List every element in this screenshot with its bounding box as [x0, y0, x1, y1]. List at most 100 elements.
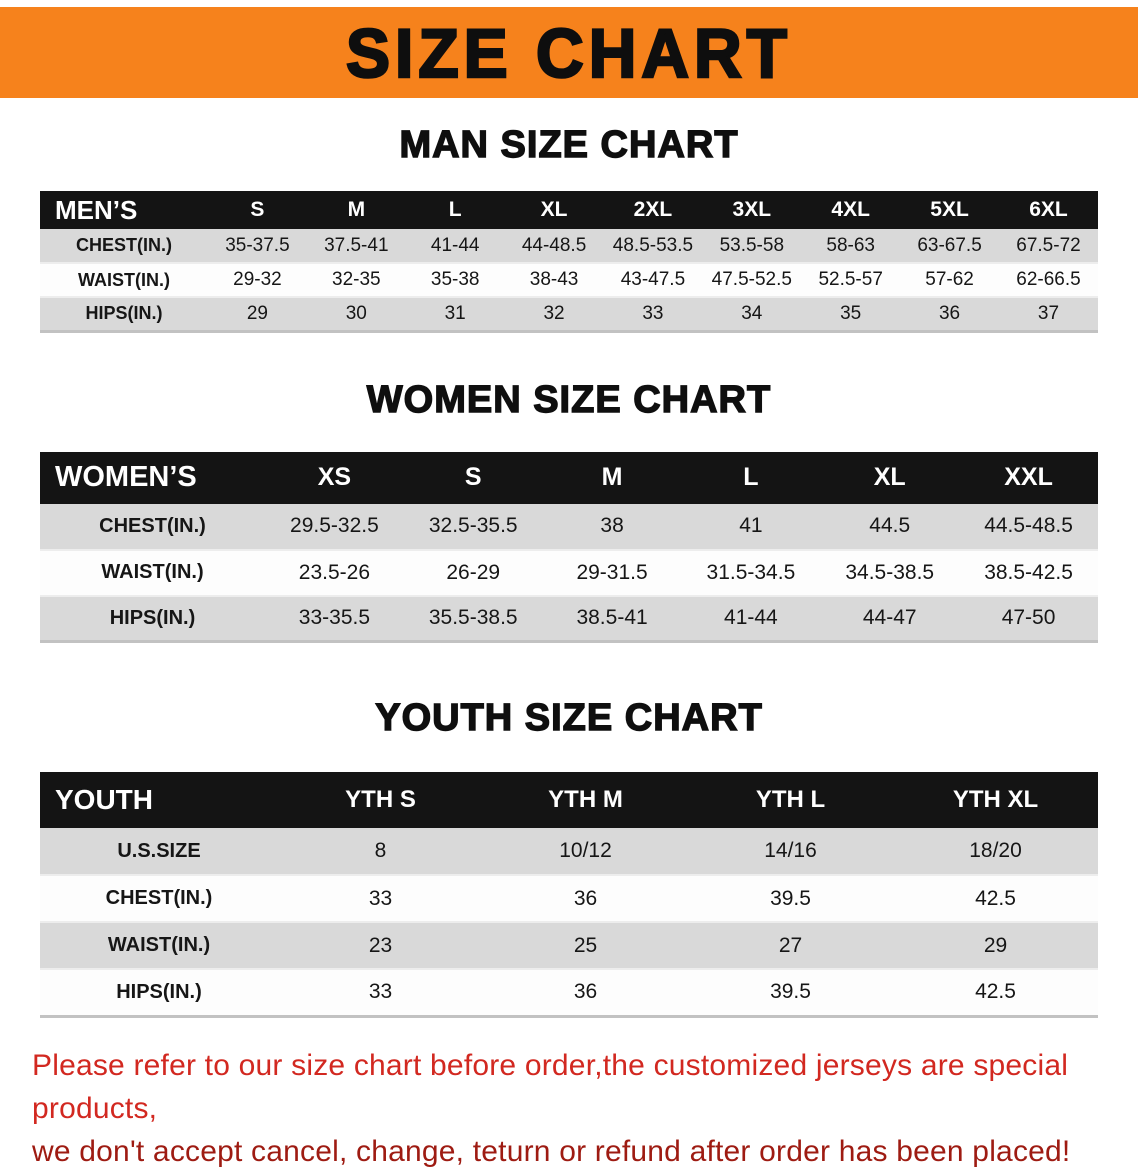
youth-section-heading: YOUTH SIZE CHART: [375, 696, 763, 739]
size-value-cell: 35.5-38.5: [403, 595, 543, 642]
size-value-cell: 38-43: [504, 263, 604, 297]
size-value-cell: 44-48.5: [504, 229, 604, 263]
size-column-header: 3XL: [702, 191, 802, 229]
youth-size-table: YOUTH YTH S YTH M YTH L YTH XL U.S.SIZE 8 10/12…: [40, 772, 1098, 1018]
table-row: WAIST(IN.) 23 25 27 29: [40, 922, 1098, 969]
row-label: HIPS(IN.): [40, 297, 208, 331]
size-column-header: 4XL: [801, 191, 901, 229]
size-value-cell: 39.5: [688, 875, 893, 922]
size-value-cell: 38: [542, 503, 682, 550]
row-label: CHEST(IN.): [40, 503, 265, 550]
size-value-cell: 26-29: [403, 549, 543, 596]
size-value-cell: 23: [278, 922, 483, 969]
size-value-cell: 38.5-42.5: [959, 549, 1098, 596]
man-size-chart-section: MAN SIZE CHART MEN’S S M L XL 2XL 3XL 4XL 5XL 6XL…: [0, 123, 1138, 333]
size-value-cell: 30: [306, 297, 406, 331]
row-label: U.S.SIZE: [40, 828, 278, 875]
size-column-header: L: [681, 451, 821, 504]
size-value-cell: 33: [278, 875, 483, 922]
size-value-cell: 10/12: [483, 828, 688, 875]
size-value-cell: 29: [208, 297, 307, 331]
size-value-cell: 34: [702, 297, 802, 331]
size-value-cell: 18/20: [893, 828, 1098, 875]
table-corner-label: YOUTH: [40, 772, 278, 828]
size-value-cell: 38.5-41: [542, 595, 682, 642]
size-column-header: 2XL: [603, 191, 703, 229]
disclaimer-line-2: we don't accept cancel, change, teturn o…: [32, 1134, 1071, 1168]
row-label: CHEST(IN.): [40, 229, 208, 263]
row-label: WAIST(IN.): [40, 549, 265, 596]
size-chart-banner: SIZE CHART: [0, 7, 1138, 98]
size-value-cell: 35: [801, 297, 901, 331]
size-column-header: M: [542, 451, 682, 504]
size-value-cell: 14/16: [688, 828, 893, 875]
size-value-cell: 53.5-58: [702, 229, 802, 263]
size-value-cell: 33: [603, 297, 703, 331]
size-column-header: L: [405, 191, 505, 229]
size-value-cell: 67.5-72: [999, 229, 1098, 263]
mens-size-table-container: MEN’S S M L XL 2XL 3XL 4XL 5XL 6XL CHEST(IN.) 35-37…: [0, 191, 1138, 333]
size-value-cell: 41-44: [405, 229, 505, 263]
size-value-cell: 34.5-38.5: [820, 549, 960, 596]
table-row: CHEST(IN.) 29.5-32.5 32.5-35.5 38 41 44.5 44.5…: [40, 503, 1098, 550]
banner-title: SIZE CHART: [345, 13, 792, 93]
size-column-header: 5XL: [900, 191, 999, 229]
size-value-cell: 36: [900, 297, 999, 331]
size-column-header: YTH XL: [893, 772, 1098, 828]
size-value-cell: 29-31.5: [542, 549, 682, 596]
size-value-cell: 29.5-32.5: [265, 503, 404, 550]
size-value-cell: 35-37.5: [208, 229, 307, 263]
size-value-cell: 44.5: [820, 503, 960, 550]
table-row: HIPS(IN.) 29 30 31 32 33 34 35 36 37: [40, 297, 1098, 331]
size-value-cell: 33-35.5: [265, 595, 404, 642]
table-row: HIPS(IN.) 33-35.5 35.5-38.5 38.5-41 41-44 44-…: [40, 595, 1098, 642]
size-column-header: YTH M: [483, 772, 688, 828]
row-label: CHEST(IN.): [40, 875, 278, 922]
size-value-cell: 43-47.5: [603, 263, 703, 297]
size-column-header: XS: [265, 451, 404, 504]
table-header-row: WOMEN’S XS S M L XL XXL: [40, 451, 1098, 504]
youth-size-table-container: YOUTH YTH S YTH M YTH L YTH XL U.S.SIZE 8 10/12…: [0, 772, 1138, 1018]
size-value-cell: 36: [483, 875, 688, 922]
table-row: CHEST(IN.) 35-37.5 37.5-41 41-44 44-48.5 48.5…: [40, 229, 1098, 263]
size-value-cell: 8: [278, 828, 483, 875]
size-value-cell: 37: [999, 297, 1098, 331]
womens-size-table-container: WOMEN’S XS S M L XL XXL CHEST(IN.) 29.5-32.5 32.5…: [0, 451, 1138, 644]
size-value-cell: 42.5: [893, 969, 1098, 1016]
table-row: CHEST(IN.) 33 36 39.5 42.5: [40, 875, 1098, 922]
man-section-heading: MAN SIZE CHART: [399, 123, 739, 166]
size-value-cell: 44.5-48.5: [959, 503, 1098, 550]
size-value-cell: 47-50: [959, 595, 1098, 642]
size-value-cell: 41: [681, 503, 821, 550]
table-corner-label: MEN’S: [40, 191, 208, 229]
table-corner-label: WOMEN’S: [40, 451, 265, 504]
size-value-cell: 44-47: [820, 595, 960, 642]
size-column-header: M: [306, 191, 406, 229]
size-value-cell: 57-62: [900, 263, 999, 297]
women-section-heading: WOMEN SIZE CHART: [366, 378, 772, 421]
size-value-cell: 33: [278, 969, 483, 1016]
size-value-cell: 32-35: [306, 263, 406, 297]
size-value-cell: 58-63: [801, 229, 901, 263]
size-value-cell: 52.5-57: [801, 263, 901, 297]
size-value-cell: 31: [405, 297, 505, 331]
size-column-header: XXL: [959, 451, 1098, 504]
size-value-cell: 41-44: [681, 595, 821, 642]
table-row: U.S.SIZE 8 10/12 14/16 18/20: [40, 828, 1098, 875]
table-header-row: MEN’S S M L XL 2XL 3XL 4XL 5XL 6XL: [40, 191, 1098, 229]
size-column-header: YTH S: [278, 772, 483, 828]
size-column-header: XL: [820, 451, 960, 504]
size-value-cell: 23.5-26: [265, 549, 404, 596]
size-value-cell: 39.5: [688, 969, 893, 1016]
women-size-chart-section: WOMEN SIZE CHART WOMEN’S XS S M L XL XXL CHEST(…: [0, 378, 1138, 644]
size-value-cell: 27: [688, 922, 893, 969]
size-value-cell: 32: [504, 297, 604, 331]
row-label: HIPS(IN.): [40, 969, 278, 1016]
size-value-cell: 62-66.5: [999, 263, 1098, 297]
size-value-cell: 29: [893, 922, 1098, 969]
size-column-header: YTH L: [688, 772, 893, 828]
size-value-cell: 47.5-52.5: [702, 263, 802, 297]
mens-size-table: MEN’S S M L XL 2XL 3XL 4XL 5XL 6XL CHEST(IN.) 35-37…: [40, 191, 1098, 333]
size-value-cell: 29-32: [208, 263, 307, 297]
row-label: WAIST(IN.): [40, 922, 278, 969]
